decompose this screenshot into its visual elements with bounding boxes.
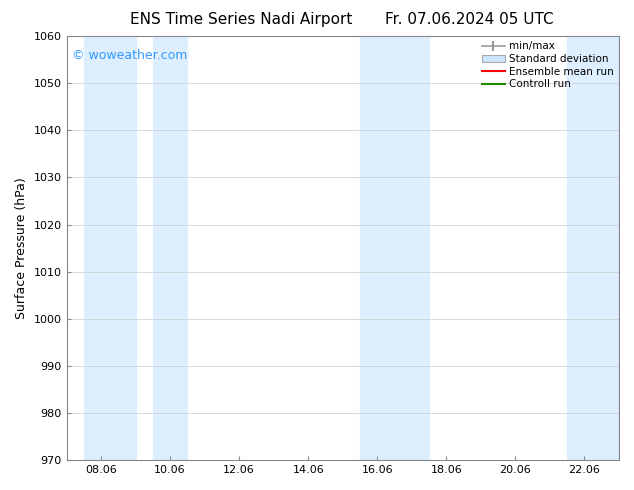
Y-axis label: Surface Pressure (hPa): Surface Pressure (hPa) — [15, 177, 28, 319]
Bar — [153, 36, 188, 460]
Text: © woweather.com: © woweather.com — [72, 49, 188, 62]
Text: Fr. 07.06.2024 05 UTC: Fr. 07.06.2024 05 UTC — [385, 12, 553, 27]
Bar — [84, 36, 136, 460]
Text: ENS Time Series Nadi Airport: ENS Time Series Nadi Airport — [130, 12, 352, 27]
Bar — [567, 36, 619, 460]
Bar — [360, 36, 429, 460]
Legend: min/max, Standard deviation, Ensemble mean run, Controll run: min/max, Standard deviation, Ensemble me… — [482, 41, 614, 89]
